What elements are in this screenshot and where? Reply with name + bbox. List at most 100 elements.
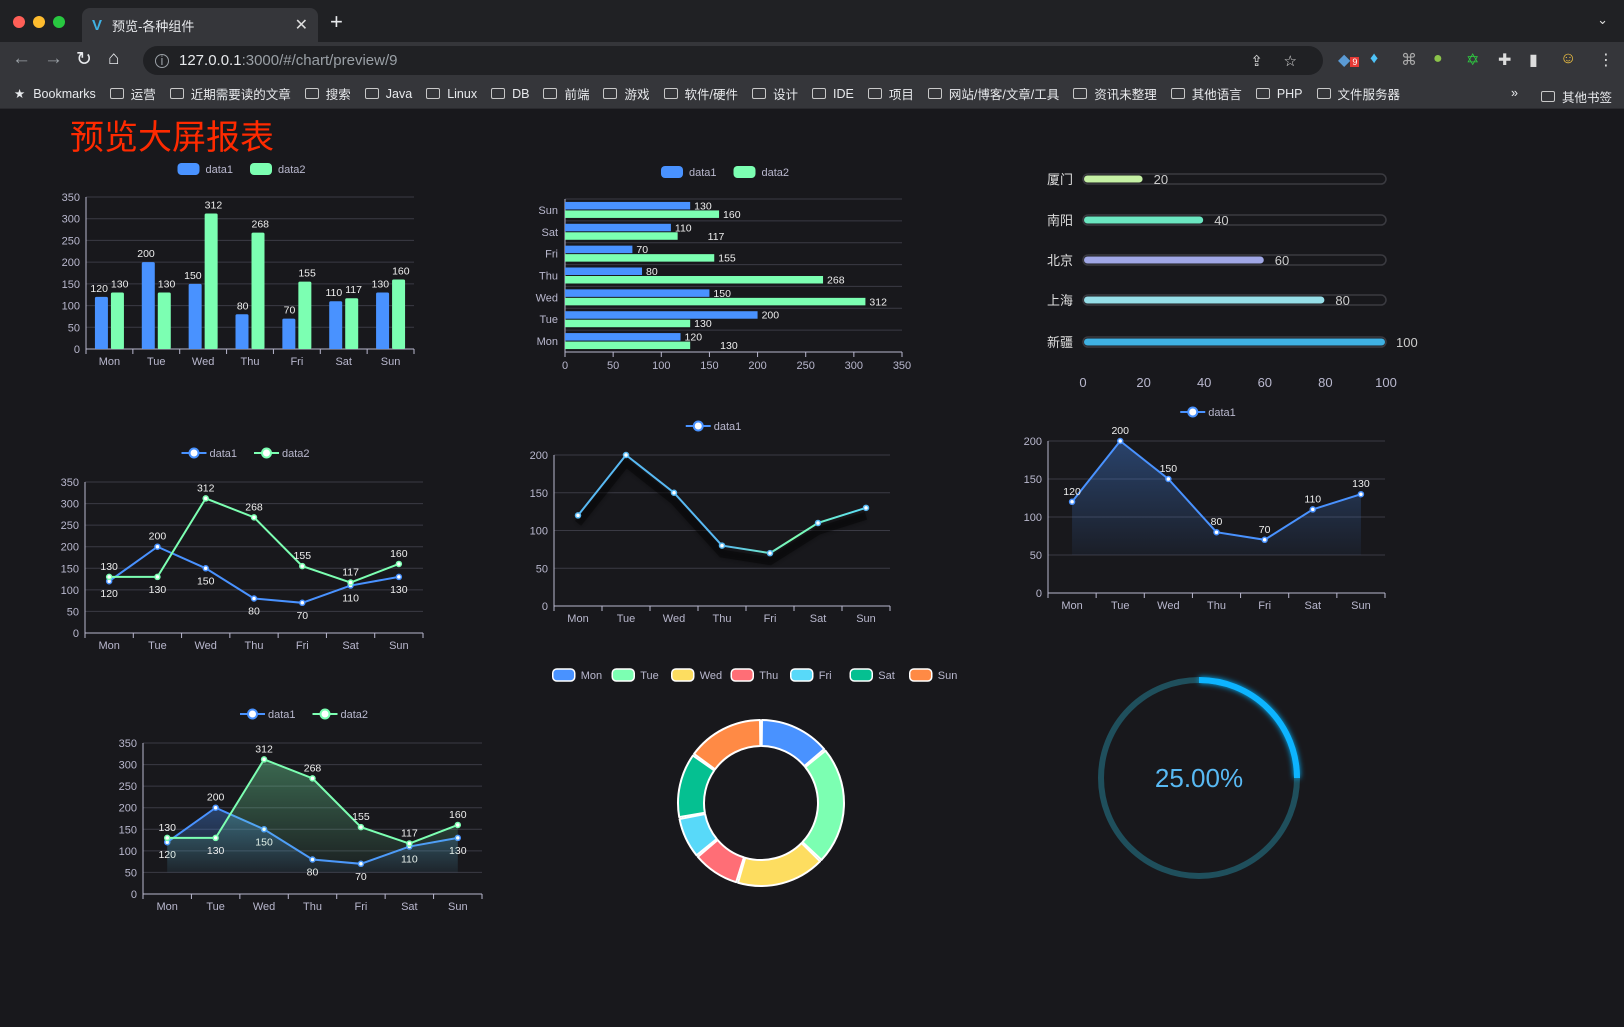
legend-item-sat[interactable]: Sat	[849, 668, 895, 682]
x-tick-label: 50	[607, 360, 619, 372]
y-tick-label: 300	[62, 214, 80, 226]
tab-search-chevron-icon[interactable]: ⌄	[1597, 12, 1608, 27]
legend-label: data2	[282, 448, 310, 460]
legend-item-fri[interactable]: Fri	[790, 668, 832, 682]
more-bookmarks-chevron[interactable]: »	[1511, 86, 1518, 100]
data-point	[154, 543, 161, 550]
bookmark-folder[interactable]: 网站/博客/文章/工具	[927, 84, 1059, 103]
bookmark-folder[interactable]: PHP	[1255, 84, 1303, 103]
legend-item-mon[interactable]: Mon	[552, 668, 602, 682]
data-point	[395, 560, 403, 568]
legend-item-data2[interactable]: data2	[250, 163, 306, 176]
bookmark-folder[interactable]: Java	[364, 84, 412, 103]
legend-item-wed[interactable]: Wed	[671, 668, 722, 682]
y-tick-label: Fri	[545, 249, 558, 261]
legend-item-tue[interactable]: Tue	[611, 668, 659, 682]
legend-item-sun[interactable]: Sun	[909, 668, 958, 682]
y-tick-label: 0	[1036, 588, 1042, 600]
back-button[interactable]: ←	[12, 48, 31, 69]
progress-label: 新疆	[1047, 335, 1073, 350]
x-tick-label: Thu	[713, 613, 732, 625]
bookmark-folder[interactable]: 软件/硬件	[663, 84, 738, 103]
legend-item-data1[interactable]: data1	[177, 163, 234, 176]
folder-icon	[603, 88, 618, 99]
folder-icon	[812, 88, 826, 99]
bookmark-folder[interactable]: 其他语言	[1170, 84, 1242, 103]
bar-data1	[565, 311, 758, 319]
extensions-puzzle-icon[interactable]: ✚	[1498, 52, 1512, 69]
bookmark-folder[interactable]: 运营	[109, 84, 156, 103]
bookmark-folder[interactable]: 设计	[751, 84, 798, 103]
gem-extension-icon[interactable]: ♦	[1370, 50, 1379, 67]
y-tick-label: 100	[61, 585, 79, 597]
bookmark-folder[interactable]: 搜索	[304, 84, 351, 103]
circle-extension-icon[interactable]: ●	[1433, 50, 1443, 67]
bookmark-folder[interactable]: 前端	[543, 84, 589, 103]
data-point	[814, 519, 822, 527]
bar-data1	[565, 333, 681, 341]
home-button[interactable]: ⌂	[108, 48, 120, 69]
legend-item-data2[interactable]: data2	[733, 166, 790, 179]
pie-slice-mon	[760, 719, 826, 768]
legend-item-data1[interactable]: data1	[181, 447, 238, 460]
menu-kebab-icon[interactable]: ⋮	[1598, 52, 1614, 69]
legend-item-data2[interactable]: data2	[312, 708, 369, 721]
bar-data2	[565, 232, 678, 240]
legend-item-data1[interactable]: data1	[1180, 406, 1236, 419]
site-info-icon[interactable]: i	[155, 53, 169, 68]
data-point	[1357, 490, 1365, 498]
bar-value-label: 80	[237, 300, 249, 312]
side-panel-icon[interactable]: ▮	[1529, 52, 1538, 69]
x-tick-label: 150	[700, 360, 718, 372]
command-extension-icon[interactable]: ⌘	[1401, 52, 1417, 69]
close-tab-icon[interactable]: ✕	[294, 17, 308, 34]
minimize-window-button[interactable]	[33, 16, 45, 28]
legend-item-data1[interactable]: data1	[685, 420, 742, 433]
other-bookmarks-folder[interactable]: 其他书签	[1540, 87, 1612, 106]
data-point	[766, 549, 774, 557]
bookmark-folder[interactable]: Linux	[426, 84, 477, 103]
legend-item-thu[interactable]: Thu	[730, 668, 778, 682]
legend-label: Fri	[819, 670, 832, 682]
x-tick-label: 350	[893, 360, 911, 372]
data-point	[250, 514, 258, 521]
x-tick-label: Sun	[389, 640, 409, 652]
chart-progress: 厦门 20 南阳 40 北京 60 上海 80 新疆 100 0 20 40 60 80 100	[1047, 172, 1418, 390]
y-tick-label: 50	[1030, 550, 1042, 562]
address-bar[interactable]: i 127.0.0.1:3000/#/chart/preview/9 ⇪ ☆	[143, 46, 1323, 75]
legend-item-data1[interactable]: data1	[661, 166, 717, 179]
point-value-label: 155	[352, 811, 370, 823]
star-extension-icon[interactable]: ✡	[1466, 52, 1480, 69]
bookmark-folder[interactable]: 项目	[867, 84, 914, 103]
bookmark-folder[interactable]: 近期需要读的文章	[169, 84, 291, 103]
point-value-label: 130	[149, 584, 167, 596]
bookmark-folder[interactable]: IDE	[812, 84, 854, 103]
browser-tab[interactable]: V 预览-各种组件 ✕	[82, 8, 318, 42]
share-icon[interactable]: ⇪	[1250, 52, 1263, 70]
new-tab-button[interactable]: +	[330, 9, 343, 34]
close-window-button[interactable]	[13, 16, 25, 28]
legend-item-data1[interactable]: data1	[240, 708, 296, 721]
data-point	[574, 512, 582, 519]
bar-value-label: 160	[392, 266, 410, 278]
forward-button[interactable]: →	[44, 48, 63, 69]
bookmarks-button[interactable]: ★ Bookmarks	[14, 86, 96, 102]
x-tick-label: Wed	[195, 640, 217, 652]
bookmark-star-icon[interactable]: ☆	[1283, 52, 1297, 70]
maximize-window-button[interactable]	[53, 16, 65, 28]
bookmark-folder[interactable]: 文件服务器	[1316, 84, 1400, 103]
y-tick-label: 300	[119, 760, 137, 772]
folder-icon	[426, 88, 441, 99]
bookmark-folder[interactable]: 资讯未整理	[1073, 84, 1157, 103]
reload-button[interactable]: ↻	[76, 49, 92, 70]
bookmark-folder[interactable]: DB	[491, 84, 529, 103]
extension-icon[interactable]: ◆ 9	[1338, 52, 1360, 69]
legend-item-data2[interactable]: data2	[254, 447, 310, 460]
pie-slice-fri	[678, 813, 718, 857]
profile-avatar[interactable]: ☺	[1560, 50, 1577, 67]
y-tick-label: 100	[530, 526, 548, 538]
legend-swatch-icon	[661, 166, 683, 178]
y-tick-label: 150	[530, 488, 548, 500]
bookmark-folder[interactable]: 游戏	[603, 84, 650, 103]
y-tick-label: 200	[119, 803, 137, 815]
